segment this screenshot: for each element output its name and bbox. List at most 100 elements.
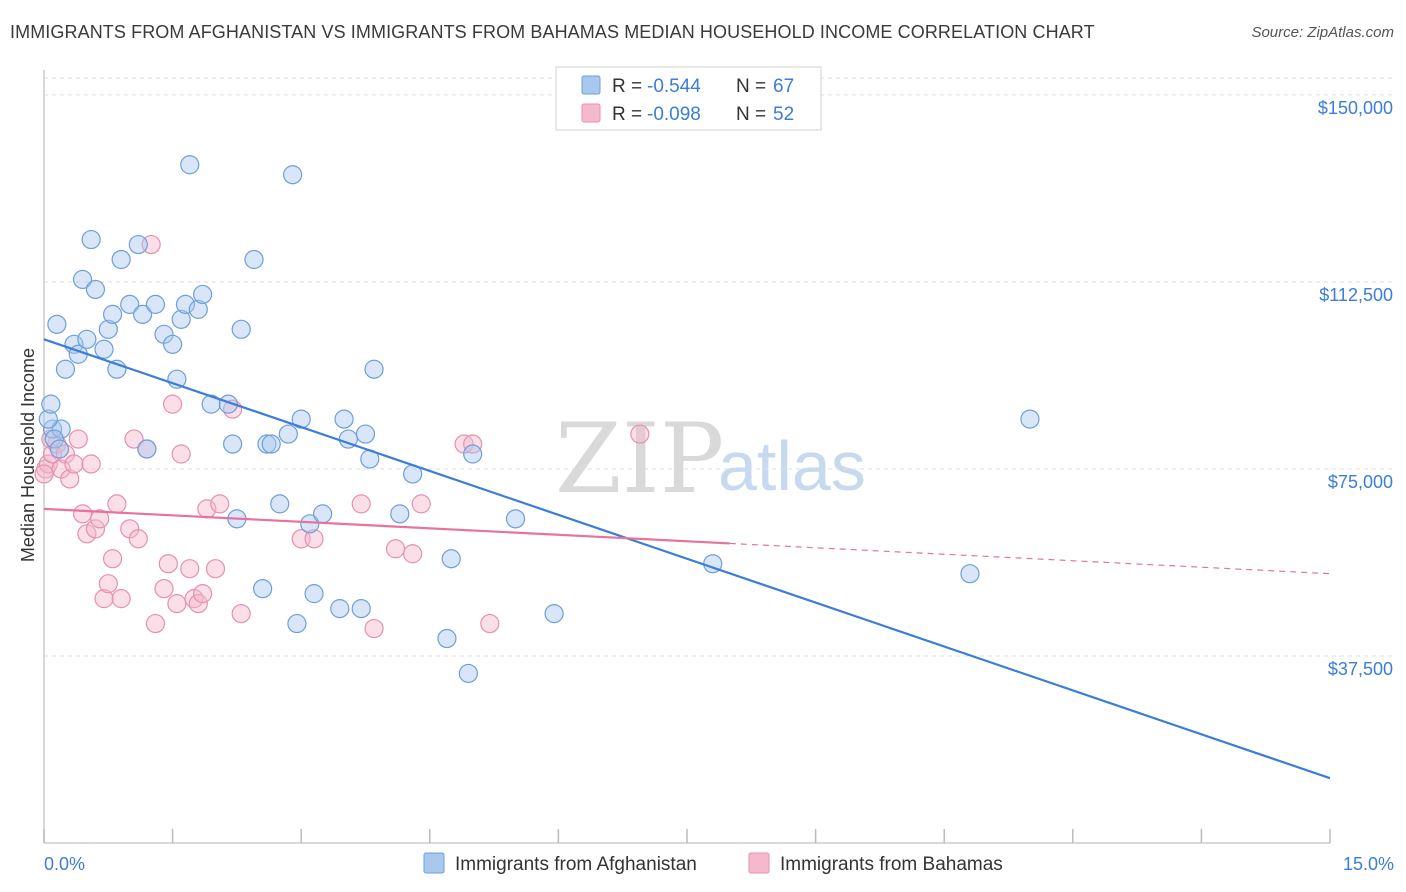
series-legend-swatch-bahamas	[748, 852, 770, 874]
series-legend-swatch-afghanistan	[423, 852, 445, 874]
afghanistan-point-8	[85, 279, 106, 300]
afghanistan-point-33	[253, 579, 273, 599]
y-tick-label-3: $150,000	[1318, 98, 1393, 118]
bahamas-point-33	[193, 584, 213, 604]
afghanistan-point-63	[41, 394, 61, 414]
afghanistan-point-39	[287, 613, 307, 634]
bahamas-trend-line	[43, 507, 730, 545]
afghanistan-point-16	[132, 304, 153, 324]
bahamas-point-26	[158, 554, 178, 574]
afghanistan-point-20	[163, 334, 183, 354]
afghanistan-point-53	[437, 628, 457, 649]
afghanistan-point-24	[180, 155, 200, 175]
x-tick-label-0: 0.0%	[44, 854, 85, 874]
bahamas-point-50	[34, 464, 54, 484]
bahamas-point-28	[167, 594, 187, 614]
bahamas-point-41	[351, 494, 371, 514]
bahamas-point-1	[38, 454, 58, 474]
source-credit: Source: ZipAtlas.com	[1251, 24, 1394, 41]
afghanistan-point-48	[355, 424, 376, 444]
afghanistan-point-36	[270, 494, 290, 514]
bahamas-point-45	[411, 494, 431, 514]
afghanistan-point-10	[98, 319, 118, 339]
afghanistan-point-54	[441, 549, 461, 569]
afghanistan-point-25	[188, 299, 208, 319]
bahamas-point-12	[85, 519, 106, 539]
afghanistan-point-23	[175, 294, 196, 314]
legend-swatch-bahamas	[581, 103, 601, 123]
afghanistan-point-62	[38, 409, 58, 429]
legend-r-value-1: -0.544	[647, 76, 701, 97]
y-tick-label-0: $37,500	[1328, 659, 1393, 679]
y-tick-label-2: $112,500	[1319, 285, 1393, 305]
afghanistan-point-38	[283, 165, 303, 185]
bahamas-point-32	[188, 594, 208, 614]
afghanistan-point-57	[505, 509, 526, 529]
trend-lines	[43, 338, 1331, 780]
afghanistan-point-27	[201, 394, 221, 414]
bahamas-point-38	[231, 603, 251, 624]
bahamas-point-21	[128, 529, 148, 549]
bahamas-point-15	[98, 574, 118, 594]
bahamas-point-16	[102, 549, 123, 569]
x-tick-labels: 0.0% 15.0%	[44, 854, 1394, 874]
bahamas-point-40	[304, 529, 324, 549]
legend-swatch-afghanistan	[581, 75, 601, 95]
x-tick-label-1: 15.0%	[1343, 854, 1394, 874]
afghanistan-point-61	[1020, 409, 1040, 429]
bahamas-point-18	[111, 589, 131, 609]
y-tick-label-1: $75,000	[1328, 472, 1393, 492]
afghanistan-point-7	[81, 229, 101, 250]
afghanistan-point-32	[244, 249, 264, 270]
bahamas-point-8	[68, 429, 88, 449]
series-legend-label-afghanistan: Immigrants from Afghanistan	[455, 854, 697, 875]
afghanistan-point-42	[304, 584, 324, 604]
bahamas-point-42	[364, 618, 384, 639]
afghanistan-point-9	[94, 339, 114, 359]
series-legend: Immigrants from Afghanistan Immigrants f…	[423, 852, 1003, 875]
bahamas-point-35	[205, 559, 226, 579]
afghanistan-points	[38, 155, 1040, 684]
bahamas-point-49	[630, 424, 650, 444]
bahamas-point-44	[403, 544, 423, 564]
afghanistan-point-11	[102, 304, 123, 324]
afghanistan-point-64	[44, 429, 64, 449]
afghanistan-point-2	[51, 419, 71, 439]
afghanistan-point-56	[463, 444, 483, 464]
afghanistan-point-45	[334, 409, 354, 429]
bahamas-point-24	[145, 613, 166, 634]
bahamas-point-25	[154, 579, 174, 599]
afghanistan-trend-line	[43, 338, 1331, 780]
afghanistan-point-35	[261, 434, 281, 454]
bahamas-point-13	[90, 509, 110, 529]
watermark-zip: ZIP	[555, 403, 724, 515]
bahamas-point-17	[107, 494, 127, 514]
afghanistan-point-26	[193, 284, 213, 305]
afghanistan-point-47	[351, 599, 371, 619]
bahamas-point-20	[124, 429, 144, 449]
bahamas-point-27	[163, 394, 183, 414]
watermark: ZIP atlas	[555, 403, 866, 515]
afghanistan-point-44	[330, 599, 350, 619]
bahamas-point-7	[64, 454, 84, 474]
afghanistan-point-14	[120, 294, 140, 314]
afghanistan-point-17	[137, 439, 157, 459]
afghanistan-point-60	[960, 564, 980, 584]
legend-r-value-2: -0.098	[647, 104, 701, 125]
legend-n-value-2: 52	[773, 104, 794, 125]
afghanistan-point-5	[72, 269, 93, 290]
afghanistan-point-58	[544, 603, 564, 624]
bahamas-point-36	[210, 494, 230, 514]
bahamas-point-6	[60, 469, 80, 489]
series-legend-label-bahamas: Immigrants from Bahamas	[780, 854, 1003, 875]
afghanistan-point-55	[458, 663, 478, 684]
afghanistan-point-37	[278, 424, 298, 444]
afghanistan-point-43	[313, 504, 333, 524]
bahamas-point-11	[81, 454, 101, 474]
bahamas-point-48	[480, 613, 500, 634]
afghanistan-point-66	[55, 359, 76, 379]
afghanistan-point-6	[77, 329, 97, 349]
afghanistan-point-15	[128, 234, 148, 255]
bahamas-point-30	[180, 559, 200, 579]
